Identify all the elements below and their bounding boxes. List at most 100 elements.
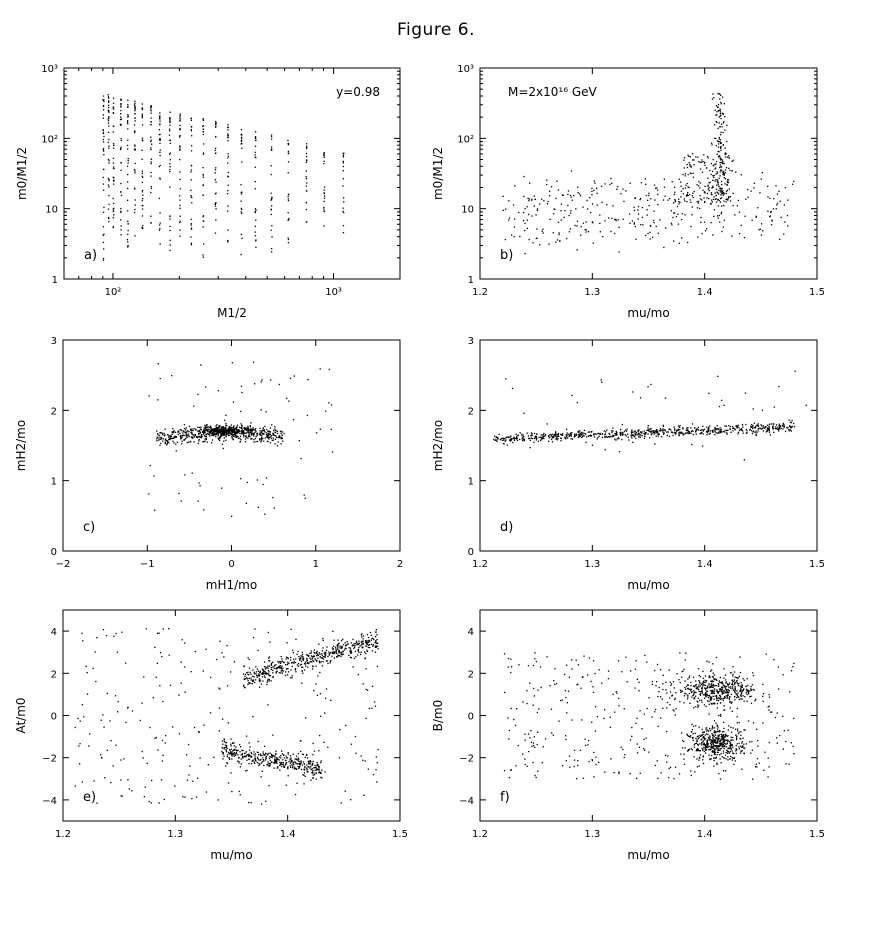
scatter-point xyxy=(779,200,781,202)
scatter-point xyxy=(128,788,130,790)
scatter-point xyxy=(255,760,257,762)
scatter-point xyxy=(233,661,236,663)
scatter-point xyxy=(220,428,222,430)
scatter-point xyxy=(318,766,321,768)
scatter-point xyxy=(159,652,162,654)
scatter-point xyxy=(103,233,105,235)
scatter-point xyxy=(710,173,712,176)
scatter-point xyxy=(220,435,222,437)
scatter-point xyxy=(179,188,182,190)
scatter-point xyxy=(494,435,496,437)
scatter-point xyxy=(772,426,774,428)
scatter-point xyxy=(721,698,723,700)
scatter-point xyxy=(711,170,714,172)
scatter-point xyxy=(112,112,114,114)
scatter-point xyxy=(724,429,726,431)
scatter-point xyxy=(567,204,569,207)
scatter-point xyxy=(704,748,706,750)
scatter-point xyxy=(699,433,701,435)
scatter-point xyxy=(212,433,214,436)
scatter-point xyxy=(523,195,525,198)
scatter-point xyxy=(267,433,270,435)
scatter-point xyxy=(720,131,722,133)
scatter-point xyxy=(703,694,705,696)
scatter-point xyxy=(279,761,281,764)
scatter-point xyxy=(311,656,313,658)
scatter-point xyxy=(615,218,617,221)
scatter-point xyxy=(120,779,122,781)
scatter-point xyxy=(240,184,242,186)
scatter-point xyxy=(159,138,161,140)
scatter-point xyxy=(306,143,308,145)
scatter-point xyxy=(734,689,736,691)
scatter-point xyxy=(707,177,709,179)
scatter-point xyxy=(211,432,213,434)
panel-label: e) xyxy=(83,790,96,805)
scatter-point xyxy=(185,427,187,429)
scatter-point xyxy=(516,438,518,440)
scatter-point xyxy=(618,226,620,228)
scatter-point xyxy=(277,666,280,668)
scatter-point xyxy=(690,431,693,433)
scatter-point xyxy=(593,434,595,436)
scatter-point xyxy=(306,662,308,665)
scatter-point xyxy=(150,105,152,108)
scatter-point xyxy=(357,654,359,656)
scatter-point xyxy=(141,208,144,210)
scatter-point xyxy=(674,428,676,430)
scatter-point xyxy=(338,642,340,645)
scatter-point xyxy=(671,695,673,697)
scatter-point xyxy=(691,691,693,693)
scatter-point xyxy=(682,428,684,430)
scatter-point xyxy=(196,436,199,439)
scatter-point xyxy=(510,435,512,437)
scatter-point xyxy=(750,752,752,754)
scatter-point xyxy=(270,208,272,210)
scatter-point xyxy=(168,153,171,155)
scatter-point xyxy=(566,237,568,240)
scatter-point xyxy=(793,180,795,182)
scatter-point xyxy=(366,649,368,651)
scatter-point xyxy=(295,755,298,757)
scatter-point xyxy=(663,246,665,249)
scatter-point xyxy=(253,676,255,678)
scatter-point xyxy=(280,755,282,757)
scatter-point xyxy=(552,232,554,234)
scatter-point xyxy=(759,228,761,230)
scatter-point xyxy=(698,181,700,183)
scatter-point xyxy=(120,103,122,105)
scatter-point xyxy=(318,768,320,771)
scatter-point xyxy=(718,690,721,692)
scatter-point xyxy=(127,120,129,122)
scatter-point xyxy=(213,433,215,435)
scatter-point xyxy=(159,133,161,136)
scatter-point xyxy=(134,100,136,102)
scatter-point xyxy=(300,663,303,665)
scatter-point xyxy=(625,190,627,192)
plot-frame xyxy=(62,339,401,552)
scatter-point xyxy=(734,688,736,690)
scatter-point xyxy=(737,695,739,698)
scatter-point xyxy=(234,428,236,430)
scatter-point xyxy=(262,669,265,671)
scatter-point xyxy=(716,429,718,431)
scatter-point xyxy=(717,375,719,377)
scatter-point xyxy=(687,430,689,432)
scatter-point xyxy=(310,660,312,663)
scatter-point xyxy=(183,427,186,430)
scatter-point xyxy=(756,432,758,434)
scatter-point xyxy=(585,433,587,435)
scatter-point xyxy=(350,799,352,801)
scatter-point xyxy=(687,678,689,680)
scatter-point xyxy=(179,119,181,121)
scatter-point xyxy=(172,428,174,430)
scatter-point xyxy=(690,432,692,434)
scatter-point xyxy=(263,672,265,674)
scatter-point xyxy=(223,656,225,658)
scatter-point xyxy=(172,440,174,442)
scatter-point xyxy=(712,695,714,697)
scatter-point xyxy=(608,217,610,219)
scatter-point xyxy=(265,800,267,802)
scatter-point xyxy=(255,679,257,681)
